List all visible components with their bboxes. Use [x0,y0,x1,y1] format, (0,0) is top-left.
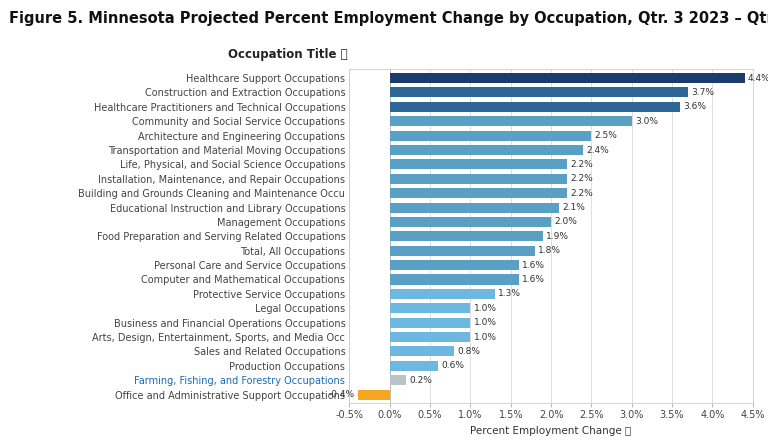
Bar [389,303,470,313]
X-axis label: Percent Employment Change ⯁: Percent Employment Change ⯁ [471,426,631,436]
Text: Occupation Title ⯁: Occupation Title ⯁ [228,48,347,61]
Bar [389,375,406,385]
Bar [358,389,389,400]
Bar [389,246,535,256]
Text: 1.6%: 1.6% [522,261,545,270]
Text: 1.0%: 1.0% [474,332,497,341]
Text: 1.9%: 1.9% [546,232,569,241]
Bar [389,217,551,227]
Text: 1.0%: 1.0% [474,304,497,313]
Bar [389,361,438,371]
Bar [389,174,567,184]
Text: 1.3%: 1.3% [498,289,521,298]
Text: 1.6%: 1.6% [522,275,545,284]
Bar [389,116,631,126]
Bar [389,260,519,270]
Text: 1.8%: 1.8% [538,246,561,255]
Text: 0.2%: 0.2% [409,376,432,385]
Bar [389,130,591,141]
Bar [389,188,567,198]
Bar [389,202,559,213]
Text: Figure 5. Minnesota Projected Percent Employment Change by Occupation, Qtr. 3 20: Figure 5. Minnesota Projected Percent Em… [9,11,768,26]
Text: 2.0%: 2.0% [554,217,577,226]
Text: 3.0%: 3.0% [635,117,658,126]
Text: 0.8%: 0.8% [458,347,481,356]
Text: 2.2%: 2.2% [571,160,593,169]
Bar [389,102,680,112]
Bar [389,231,543,241]
Text: 4.4%: 4.4% [748,73,768,82]
Text: 3.6%: 3.6% [684,102,707,112]
Bar [389,87,688,98]
Text: 2.2%: 2.2% [571,189,593,198]
Bar [389,318,470,327]
Bar [389,73,745,83]
Bar [389,289,495,299]
Text: 0.6%: 0.6% [442,361,465,370]
Text: 3.7%: 3.7% [691,88,714,97]
Bar [389,346,454,357]
Text: 1.0%: 1.0% [474,318,497,327]
Bar [389,145,584,155]
Bar [389,332,470,342]
Text: 2.1%: 2.1% [562,203,585,212]
Text: 2.2%: 2.2% [571,174,593,183]
Text: 2.4%: 2.4% [587,146,609,155]
Bar [389,275,519,284]
Bar [389,159,567,169]
Text: -0.4%: -0.4% [328,390,354,399]
Text: 2.5%: 2.5% [594,131,617,140]
